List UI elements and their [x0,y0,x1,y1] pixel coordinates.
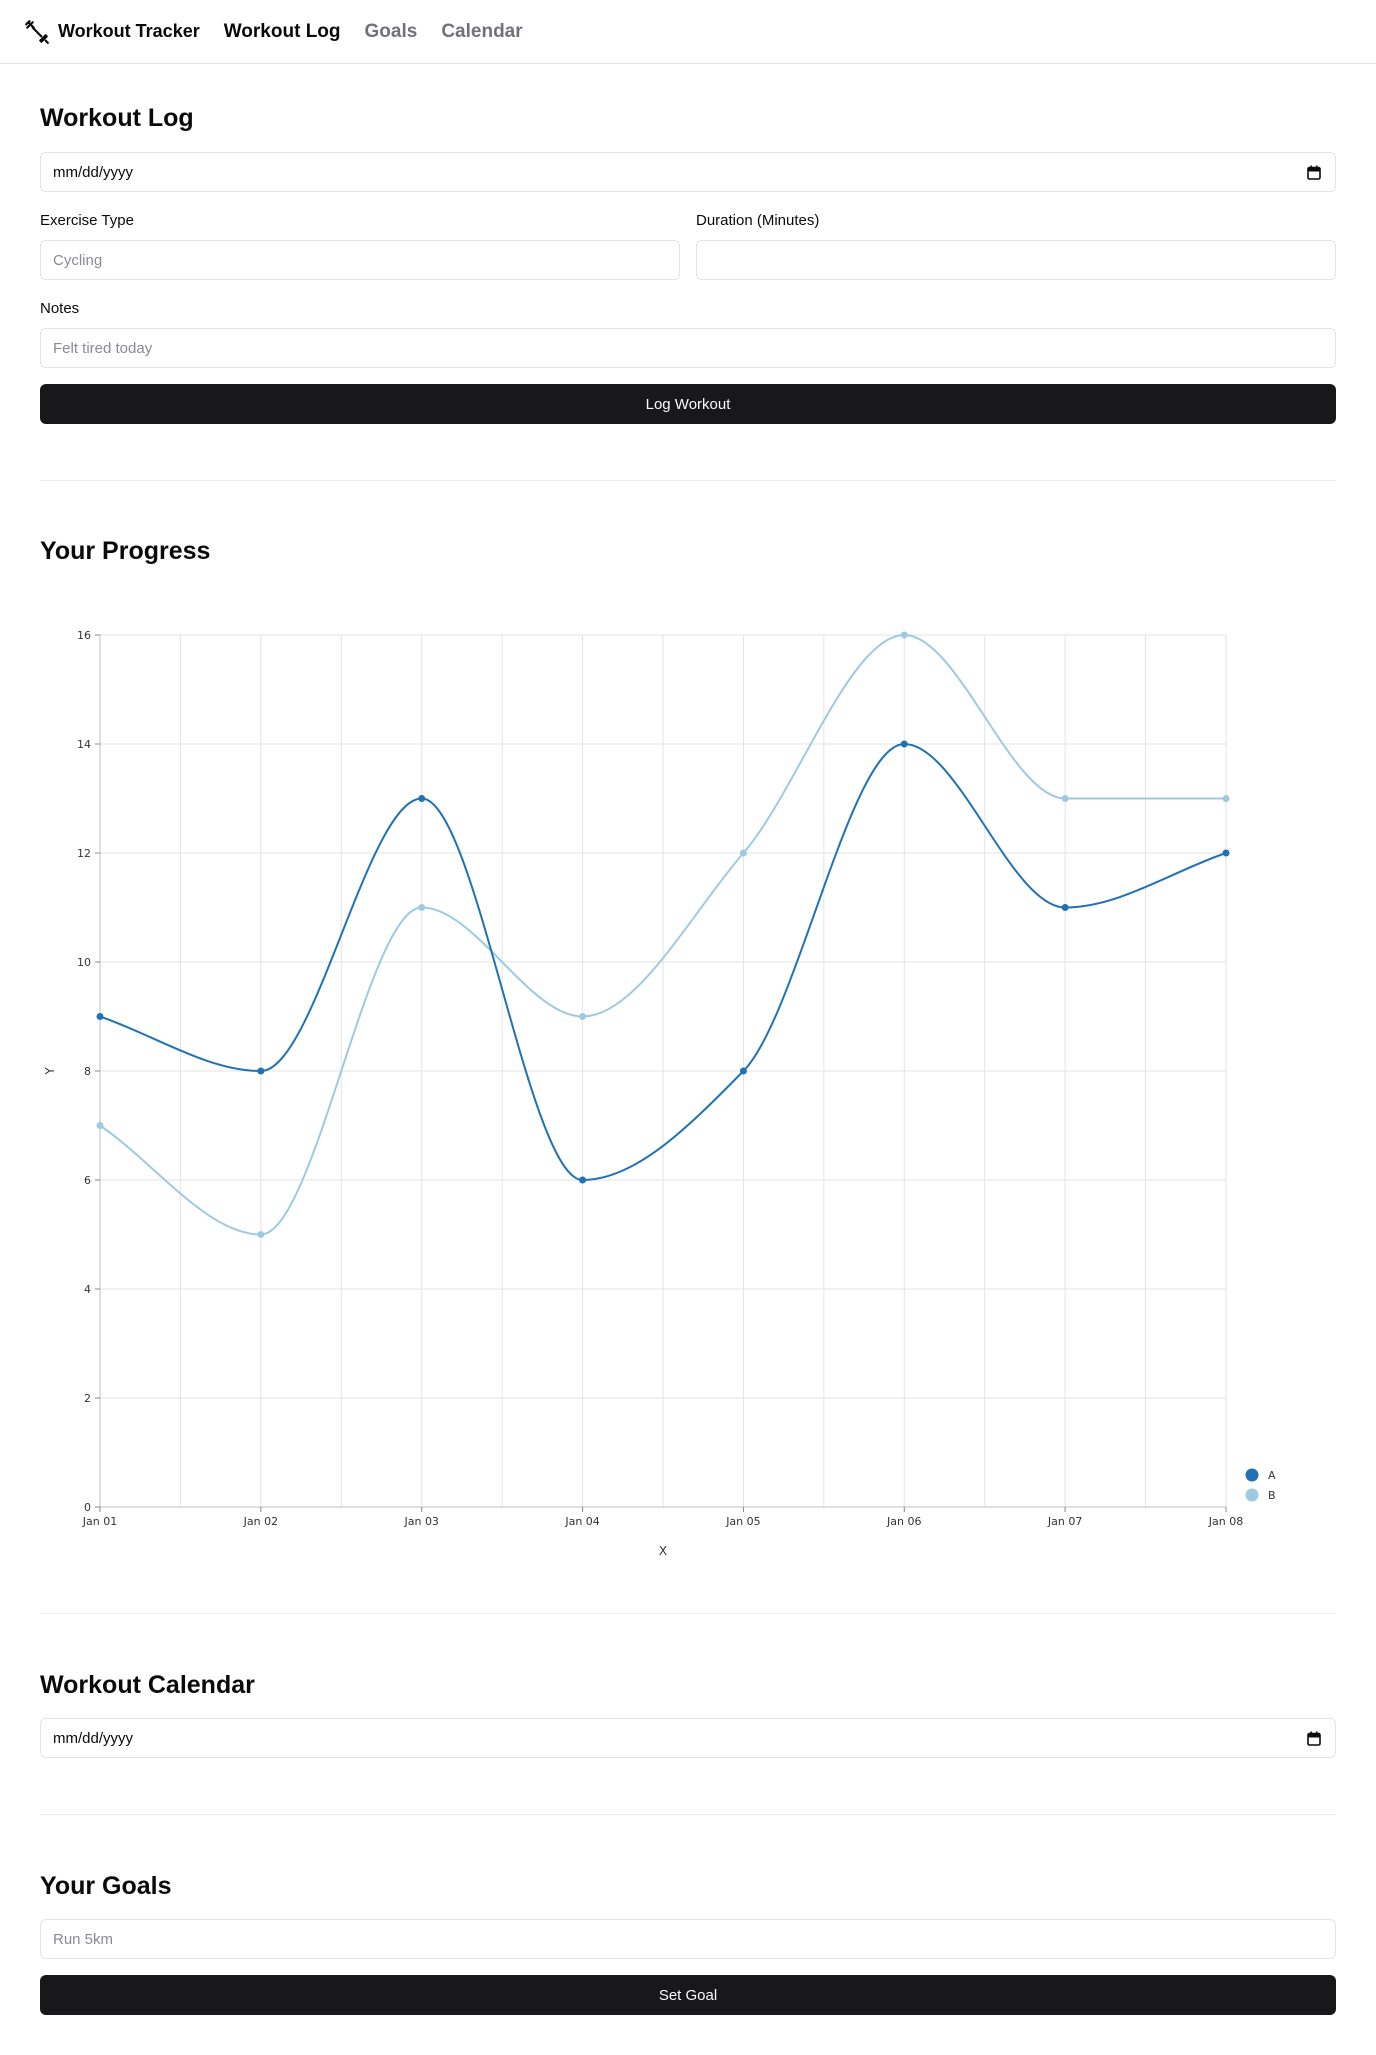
series-b-point [579,1013,587,1020]
y-tick-label: 16 [77,629,91,642]
workout-date-value: mm/dd/yyyy [53,163,134,181]
goals-title: Your Goals [40,1872,172,1900]
series-a-point [900,740,908,748]
legend-swatch-a [1245,1468,1259,1482]
x-tick-label: Jan 03 [403,1515,438,1528]
series-b-point [1222,795,1230,802]
series-b-point [418,904,426,911]
notes-placeholder: Felt tired today [53,339,153,357]
duration-label: Duration (Minutes) [696,212,820,229]
series-b-line [99,633,1226,1236]
nav-link-workout-log[interactable]: Workout Log [223,20,341,42]
y-tick-label: 14 [77,738,91,751]
section-divider [40,1814,1336,1815]
legend-label-a: A [1268,1469,1276,1482]
x-tick-label: Jan 04 [564,1515,599,1528]
y-tick-label: 8 [84,1065,91,1078]
section-divider [40,1613,1336,1614]
x-axis-title: X [659,1544,667,1558]
calendar-icon[interactable] [1307,1731,1321,1746]
set-goal-button[interactable]: Set Goal [40,1975,1336,2015]
brand-title: Workout Tracker [58,21,200,41]
series-a-point [579,1176,587,1184]
series-a-point [1061,904,1069,911]
y-axis-title: Y [43,1067,57,1076]
series-a-point [96,1013,104,1020]
series-a-point [418,795,426,802]
y-tick-label: 6 [84,1174,91,1187]
x-tick-label: Jan 05 [725,1515,760,1528]
x-tick-label: Jan 01 [82,1515,117,1528]
exercise-type-placeholder: Cycling [53,251,103,269]
section-divider [40,480,1336,481]
y-tick-label: 0 [84,1501,91,1514]
x-tick-label: Jan 06 [886,1515,921,1528]
workout-date-input[interactable]: mm/dd/yyyy [40,152,1336,192]
nav-link-goals[interactable]: Goals [364,20,418,42]
duration-input[interactable] [696,240,1336,280]
series-a-point [1222,849,1230,857]
series-b-point [900,631,908,639]
series-a-point [739,1067,747,1075]
series-a-line [99,742,1227,1182]
y-tick-label: 4 [84,1283,91,1296]
calendar-date-input[interactable]: mm/dd/yyyy [40,1718,1336,1758]
goal-input[interactable]: Run 5km [40,1919,1336,1959]
series-b-point [739,849,747,857]
series-b-point [257,1231,265,1238]
x-tick-label: Jan 07 [1047,1515,1082,1528]
exercise-type-input[interactable]: Cycling [40,240,680,280]
series-b-point [96,1122,104,1129]
progress-chart: 0 2 4 6 8 10 12 14 16 Jan 01 Jan 02 Jan 03 Jan 04 Jan… [43,629,1276,1558]
workout-log-title: Workout Log [40,104,194,132]
legend-label-b: B [1268,1489,1276,1502]
exercise-type-label: Exercise Type [40,212,134,229]
y-tick-label: 12 [77,847,91,860]
y-tick-label: 10 [77,956,91,969]
log-workout-button[interactable]: Log Workout [40,384,1336,424]
legend-swatch-b [1245,1488,1259,1502]
notes-label: Notes [40,300,80,317]
notes-input[interactable]: Felt tired today [40,328,1336,368]
top-nav: Workout Tracker Workout Log Goals Calend… [0,0,1376,64]
calendar-icon[interactable] [1307,165,1321,180]
brand[interactable]: Workout Tracker [24,19,200,45]
series-a-point [257,1067,265,1075]
dumbbell-icon [25,19,49,44]
goal-placeholder: Run 5km [53,1930,114,1948]
x-tick-label: Jan 08 [1208,1515,1243,1528]
progress-title: Your Progress [40,537,211,565]
x-tick-label: Jan 02 [243,1515,278,1528]
y-tick-label: 2 [84,1392,91,1405]
workout-calendar-title: Workout Calendar [40,1671,255,1699]
calendar-date-value: mm/dd/yyyy [53,1729,134,1747]
nav-link-calendar[interactable]: Calendar [441,20,523,42]
series-b-point [1061,795,1069,802]
